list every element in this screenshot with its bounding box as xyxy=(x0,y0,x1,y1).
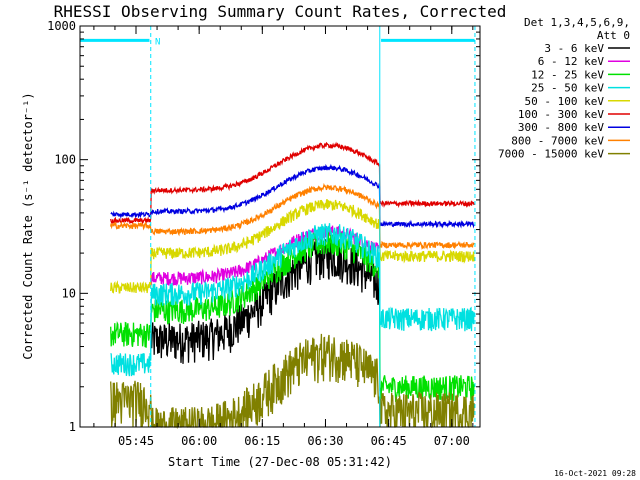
plot-frame xyxy=(79,25,481,428)
footer-timestamp: 16-Oct-2021 09:28 xyxy=(554,469,636,478)
legend-label: 7000 - 15000 keV xyxy=(498,148,604,161)
legend-label: 3 - 6 keV xyxy=(544,42,604,55)
night-marker: N xyxy=(155,37,160,47)
series-line xyxy=(110,333,475,430)
x-axis-label: Start Time (27-Dec-08 05:31:42) xyxy=(168,455,392,469)
overlay-layer: N xyxy=(80,26,476,427)
x-tick-label: 06:00 xyxy=(181,434,217,448)
series-line xyxy=(110,182,475,251)
legend-label: 800 - 7000 keV xyxy=(511,134,604,147)
y-axis: 1 10 100 1000 xyxy=(47,19,480,434)
legend-label: 6 - 12 keV xyxy=(538,55,605,68)
legend-label: 100 - 300 keV xyxy=(518,108,604,121)
legend-label: 50 - 100 keV xyxy=(525,95,605,108)
series-line xyxy=(150,239,381,364)
legend-header: Det 1,3,4,5,6,9, Att 0 xyxy=(524,16,630,42)
series-7000-15000-kev xyxy=(110,333,475,430)
y-tick-label: 100 xyxy=(54,153,76,167)
series-layer xyxy=(110,141,475,430)
legend-label: 25 - 50 keV xyxy=(531,82,604,95)
series-line xyxy=(110,163,475,229)
series-800-7000-kev xyxy=(110,182,475,251)
legend-header-detectors: Det 1,3,4,5,6,9, xyxy=(524,16,630,29)
y-axis-label: Corrected Count Rate (s⁻¹ detector⁻¹) xyxy=(21,92,35,359)
series-3-6-kev xyxy=(150,239,381,364)
x-tick-label: 05:45 xyxy=(118,434,154,448)
series-line xyxy=(110,223,475,377)
legend-header-attenuator: Att 0 xyxy=(597,29,630,42)
x-tick-label: 07:00 xyxy=(434,434,470,448)
legend-label: 300 - 800 keV xyxy=(518,121,604,134)
x-tick-label: 06:15 xyxy=(244,434,280,448)
x-tick-label: 06:45 xyxy=(371,434,407,448)
chart-title: RHESSI Observing Summary Count Rates, Co… xyxy=(54,2,507,21)
series-line xyxy=(110,198,475,294)
y-tick-label: 1000 xyxy=(47,19,76,33)
y-tick-label: 1 xyxy=(69,420,76,434)
series-100-300-kev xyxy=(110,141,475,225)
series-line xyxy=(110,141,475,225)
x-tick-label: 06:30 xyxy=(307,434,343,448)
legend-label: 12 - 25 keV xyxy=(531,68,604,81)
y-tick-label: 10 xyxy=(62,286,76,300)
series-50-100-kev xyxy=(110,198,475,294)
x-axis: 05:45 06:00 06:15 06:30 06:45 07:00 xyxy=(93,26,474,448)
series-300-800-kev xyxy=(110,163,475,229)
series-25-50-kev xyxy=(110,223,475,377)
